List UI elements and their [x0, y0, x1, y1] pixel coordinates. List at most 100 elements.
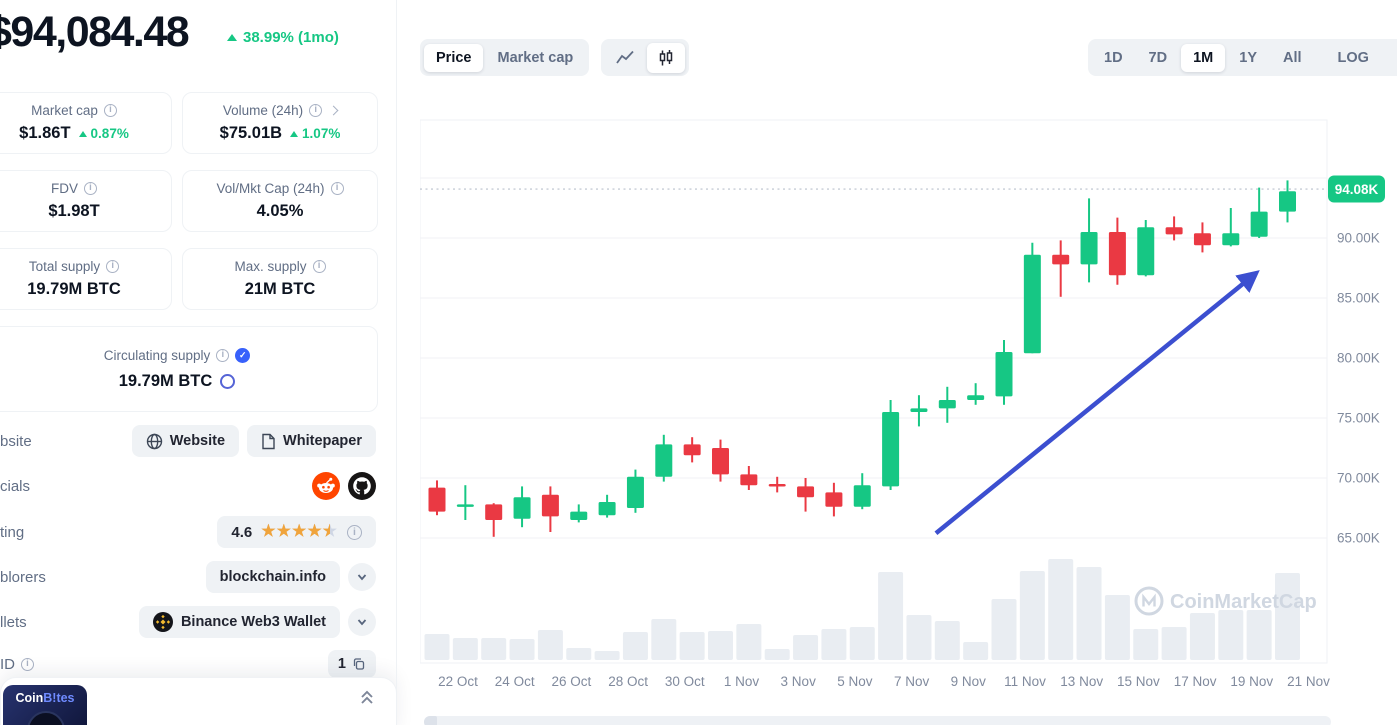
- info-icon[interactable]: [84, 182, 97, 195]
- candle-body: [1165, 227, 1183, 235]
- x-axis-label: 9 Nov: [951, 674, 987, 689]
- explorers-row: blorers blockchain.info: [0, 561, 376, 593]
- scrollbar-left-handle[interactable]: [424, 716, 437, 725]
- coinbites-promo-card[interactable]: CoinB!tes New CoinBites: Bitcoin - The O…: [0, 677, 397, 725]
- volume-bar: [991, 599, 1017, 660]
- candle-body: [1222, 233, 1240, 246]
- range-1m[interactable]: 1M: [1181, 43, 1226, 72]
- volume-bar: [1189, 613, 1215, 660]
- tab-price[interactable]: Price: [424, 43, 484, 72]
- stat-change-value: 0.87%: [90, 126, 129, 141]
- whitepaper-button-label: Whitepaper: [283, 433, 362, 449]
- whitepaper-button[interactable]: Whitepaper: [247, 425, 376, 457]
- candle-body: [1052, 254, 1070, 265]
- globe-icon: [146, 433, 162, 449]
- candle: [910, 395, 928, 427]
- explorer-link[interactable]: blockchain.info: [205, 561, 340, 593]
- candle-body: [485, 504, 503, 520]
- stat-card-fdv: FDV $1.98T: [0, 170, 172, 232]
- price-chart-canvas[interactable]: 90.00K 85.00K 80.00K 75.00K 70.00K 65.00K Coin…: [420, 0, 1397, 725]
- info-icon[interactable]: [330, 182, 344, 195]
- wallets-row: llets Binance Web3 Wallet: [0, 606, 376, 638]
- binance-wallet-icon: [152, 612, 173, 632]
- volume-bar: [537, 630, 563, 660]
- candle: [1108, 217, 1126, 285]
- info-icon[interactable]: [21, 657, 34, 671]
- rating-stars: ★★★★★ ★★★★★: [261, 524, 338, 540]
- stat-card-volume-24h[interactable]: Volume (24h) $75.01B 1.07%: [182, 92, 378, 154]
- wallet-link[interactable]: Binance Web3 Wallet: [138, 606, 340, 638]
- candle-body: [655, 444, 673, 477]
- candle: [1137, 220, 1155, 277]
- candle-body: [712, 448, 729, 475]
- range-selector: 1D 7D 1M 1Y All LOG ⋯: [1088, 39, 1397, 76]
- watermark-text: CoinMarketCap: [1170, 591, 1317, 613]
- candle-body: [768, 484, 786, 487]
- wallets-expand-button[interactable]: [348, 608, 376, 636]
- stat-card-max-supply: Max. supply 21M BTC: [182, 248, 378, 310]
- stat-value: $1.98T: [48, 202, 100, 220]
- info-icon[interactable]: [309, 104, 323, 117]
- candle: [513, 486, 531, 528]
- range-1y[interactable]: 1Y: [1239, 49, 1257, 66]
- price-change: 38.99% (1mo): [227, 29, 339, 46]
- stat-label: Total supply: [28, 259, 101, 274]
- ucid-value: 1: [337, 656, 346, 672]
- info-icon[interactable]: [216, 348, 230, 362]
- info-icon[interactable]: [312, 260, 326, 273]
- volume-bar: [594, 651, 620, 660]
- wallets-row-label: llets: [0, 613, 27, 631]
- explorer-link-label: blockchain.info: [219, 569, 326, 585]
- candle: [598, 494, 616, 518]
- candlestick-chart-type-button[interactable]: [647, 42, 685, 73]
- candle-body: [1023, 254, 1041, 354]
- volume-bar: [963, 642, 989, 660]
- candle-body: [740, 474, 758, 486]
- info-icon[interactable]: [103, 104, 117, 117]
- price-change-value: 38.99% (1mo): [243, 29, 339, 46]
- stat-card-total-supply: Total supply 19.79M BTC: [0, 248, 172, 310]
- x-axis-label: 26 Oct: [552, 674, 592, 689]
- range-1d[interactable]: 1D: [1104, 49, 1123, 66]
- y-axis-label: 90.00K: [1337, 231, 1380, 246]
- stat-change-value: 1.07%: [302, 126, 341, 141]
- github-icon[interactable]: [348, 472, 376, 500]
- x-axis-label: 21 Nov: [1287, 674, 1330, 689]
- x-axis-label: 30 Oct: [665, 674, 705, 689]
- copy-icon: [353, 658, 365, 670]
- range-7d[interactable]: 7D: [1148, 49, 1168, 66]
- trend-arrow-annotation: [934, 270, 1260, 535]
- candle: [570, 504, 588, 523]
- tab-market-cap[interactable]: Market cap: [497, 49, 574, 66]
- stat-label: Volume (24h): [222, 103, 304, 118]
- range-all[interactable]: All: [1283, 49, 1302, 66]
- candle: [428, 480, 446, 516]
- explorers-expand-button[interactable]: [348, 563, 376, 591]
- candle: [456, 485, 474, 520]
- collapse-chevrons-icon[interactable]: [358, 688, 376, 706]
- info-icon[interactable]: [347, 524, 362, 540]
- x-axis-label: 17 Nov: [1174, 674, 1217, 689]
- y-axis-label: 75.00K: [1337, 411, 1380, 426]
- log-scale-button[interactable]: LOG: [1337, 49, 1369, 66]
- stat-card-circulating-supply: Circulating supply 19.79M BTC: [0, 326, 378, 412]
- verified-badge-icon: [235, 347, 251, 363]
- stars-filled-icon: ★★★★★: [261, 524, 331, 540]
- ucid-copy-button[interactable]: 1: [327, 650, 376, 678]
- coinbites-thumbnail[interactable]: CoinB!tes: [3, 685, 87, 725]
- cmc-logo-m: [1142, 593, 1156, 607]
- stat-label: Max. supply: [234, 259, 307, 274]
- info-icon[interactable]: [106, 260, 120, 273]
- candle-body: [938, 400, 956, 409]
- candle-body: [1108, 232, 1126, 276]
- stat-value: 21M BTC: [244, 280, 316, 298]
- rating-pill[interactable]: 4.6 ★★★★★ ★★★★★: [217, 516, 376, 548]
- coinbites-logo: CoinB!tes: [15, 691, 75, 705]
- time-range-scrollbar[interactable]: [424, 716, 1331, 725]
- line-chart-type-button[interactable]: [605, 44, 645, 72]
- candle-body: [882, 412, 900, 487]
- website-button[interactable]: Website: [131, 425, 240, 457]
- wallet-link-label: Binance Web3 Wallet: [180, 614, 326, 630]
- volume-bar: [424, 634, 450, 660]
- reddit-icon[interactable]: [312, 472, 340, 500]
